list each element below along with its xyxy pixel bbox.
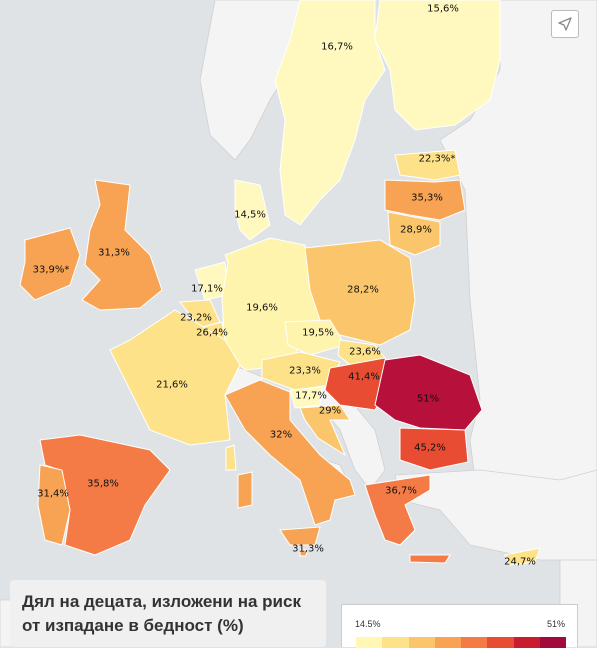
map-title: Дял на децата, изложени на риск от изпад…: [10, 580, 326, 647]
title-line-1: Дял на децата, изложени на риск: [22, 592, 301, 611]
label-poland: 28,2%: [347, 284, 379, 296]
country-croatia: [299, 404, 351, 457]
label-estonia: 22,3%*: [418, 153, 456, 165]
label-greece: 36,7%: [385, 485, 417, 497]
country-poland: [304, 239, 416, 346]
country-latvia: [384, 179, 466, 221]
label-latvia: 35,3%: [411, 192, 443, 204]
label-cyprus: 24,7%: [504, 556, 536, 568]
label-austria: 23,3%: [289, 365, 321, 377]
label-croatia: 29%: [318, 405, 342, 417]
country-corsica: [225, 444, 237, 471]
country-czech: [284, 319, 346, 356]
country-malta: [299, 549, 308, 557]
label-spain: 35,8%: [87, 478, 119, 490]
color-legend: 14.5% 51%: [341, 604, 578, 648]
label-finland: 15,6%: [427, 3, 459, 15]
legend-swatch: [513, 637, 540, 648]
eu-countries: [19, 0, 541, 566]
legend-min-label: 14.5%: [355, 619, 381, 629]
label-sweden: 16,7%: [321, 41, 353, 53]
label-slovenia: 17,7%: [295, 390, 327, 402]
country-portugal: [37, 464, 71, 546]
legend-max-label: 51%: [546, 619, 565, 629]
label-hungary: 41,4%: [348, 371, 380, 383]
label-czech: 19,5%: [302, 327, 334, 339]
country-slovenia: [289, 386, 323, 409]
legend-swatch: [356, 637, 383, 648]
label-denmark: 14,5%: [234, 209, 266, 221]
country-hungary: [324, 357, 393, 411]
label-belgium: 23,2%: [180, 312, 212, 324]
label-lithuania: 28,9%: [400, 224, 432, 236]
country-finland: [374, 0, 501, 131]
turkey-land: [394, 469, 597, 561]
share-arrow-icon: [558, 17, 572, 31]
country-italy: [224, 379, 356, 526]
country-crete: [409, 554, 451, 564]
label-netherlands: 17,1%: [191, 283, 223, 295]
legend-swatch: [408, 637, 435, 648]
country-france: [109, 309, 241, 446]
country-bulgaria: [399, 427, 469, 471]
label-malta: 31,3%: [292, 543, 324, 555]
country-estonia: [394, 149, 461, 181]
country-sardinia: [237, 471, 253, 509]
country-belgium: [179, 299, 221, 329]
label-germany: 19,6%: [246, 302, 278, 314]
country-sweden: [274, 0, 386, 226]
label-slovakia: 23,6%: [349, 346, 381, 358]
label-france: 21,6%: [156, 379, 188, 391]
legend-swatch: [487, 637, 514, 648]
legend-swatch: [434, 637, 461, 648]
country-ireland: [19, 227, 81, 301]
label-luxembourg: 26,4%: [196, 327, 228, 339]
label-italy: 32%: [269, 429, 293, 441]
country-lithuania: [387, 211, 441, 256]
title-line-2: от изпадане в бедност (%): [22, 616, 244, 635]
country-sicily: [279, 526, 321, 546]
country-cyprus: [504, 547, 541, 566]
label-romania: 51%: [416, 393, 440, 405]
legend-swatch: [539, 637, 566, 648]
share-button[interactable]: [551, 10, 579, 38]
legend-swatch: [382, 637, 409, 648]
country-uk: [81, 179, 163, 311]
label-ireland: 33,9%*: [32, 264, 70, 276]
label-portugal: 31,4%: [37, 488, 69, 500]
country-greece: [364, 474, 431, 546]
country-denmark: [234, 179, 271, 241]
label-bulgaria: 45,2%: [414, 442, 446, 454]
label-uk: 31,3%: [98, 247, 130, 259]
legend-swatch: [461, 637, 488, 648]
legend-color-bar: [356, 637, 566, 648]
